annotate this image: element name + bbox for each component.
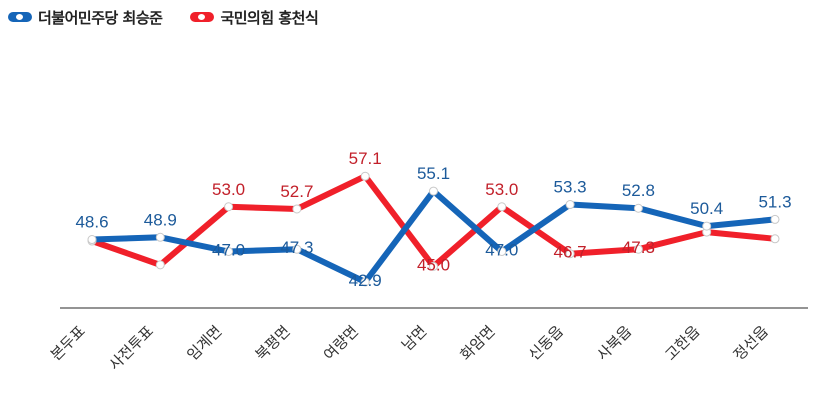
data-label-1: 53.0	[212, 180, 245, 199]
data-label-1: 57.1	[349, 149, 382, 168]
data-label-0: 48.9	[144, 210, 177, 229]
data-point-0	[497, 246, 507, 256]
data-label-0: 52.8	[622, 181, 655, 200]
data-point-1	[565, 249, 575, 259]
data-label-0: 47.3	[280, 238, 313, 257]
x-tick-label: 북평면	[252, 322, 294, 364]
data-point-0	[702, 221, 712, 231]
data-point-0	[87, 235, 97, 245]
data-label-0: 53.3	[554, 178, 587, 197]
x-tick-label: 사북읍	[593, 322, 635, 364]
data-label-0: 47.0	[485, 240, 518, 259]
legend-label-ppp: 국민의힘 홍천식	[220, 8, 319, 27]
legend-swatch-red	[190, 12, 215, 22]
legend: 더불어민주당 최승준 국민의힘 홍천식	[8, 2, 319, 32]
data-point-0	[292, 244, 302, 254]
data-label-0: 42.9	[349, 271, 382, 290]
data-label-1: 52.7	[280, 182, 313, 201]
x-tick-label: 고한읍	[662, 322, 704, 364]
data-point-1	[633, 244, 643, 254]
data-point-0	[224, 246, 234, 256]
data-point-0	[429, 186, 438, 196]
x-tick-label: 여량면	[320, 322, 362, 364]
data-point-1	[155, 260, 165, 270]
legend-swatch-blue	[8, 12, 32, 22]
data-point-1	[429, 261, 438, 271]
data-point-0	[155, 232, 165, 242]
data-label-0: 47.0	[212, 240, 245, 259]
legend-item-democratic: 더불어민주당 최승준	[8, 7, 163, 28]
data-point-0	[633, 203, 643, 213]
data-label-1: 45.0	[417, 255, 450, 274]
data-point-1	[224, 202, 234, 212]
data-point-1	[497, 202, 507, 212]
legend-label-democratic: 더불어민주당 최승준	[38, 8, 163, 27]
data-point-0	[770, 214, 780, 224]
data-point-1	[770, 234, 780, 244]
data-point-1	[292, 204, 302, 214]
data-label-1: 46.7	[554, 243, 587, 262]
data-label-1: 53.0	[485, 180, 518, 199]
data-label-0: 55.1	[417, 164, 450, 183]
data-label-1: 47.3	[622, 238, 655, 257]
x-tick-label: 본두표	[47, 322, 89, 364]
data-label-0: 51.3	[758, 192, 791, 211]
legend-item-ppp: 국민의힘 홍천식	[190, 7, 319, 28]
x-tick-label: 정선읍	[730, 322, 772, 364]
data-point-0	[565, 200, 575, 210]
x-tick-label: 남면	[398, 322, 430, 354]
data-point-1	[360, 171, 370, 181]
data-point-0	[360, 277, 370, 287]
x-tick-label: 신동읍	[525, 322, 567, 364]
x-tick-label: 임계면	[183, 322, 225, 364]
data-label-0: 48.6	[75, 213, 108, 232]
data-label-0: 50.4	[690, 199, 723, 218]
x-tick-label: 화암면	[457, 322, 499, 364]
x-tick-label: 사전투표	[105, 322, 157, 374]
